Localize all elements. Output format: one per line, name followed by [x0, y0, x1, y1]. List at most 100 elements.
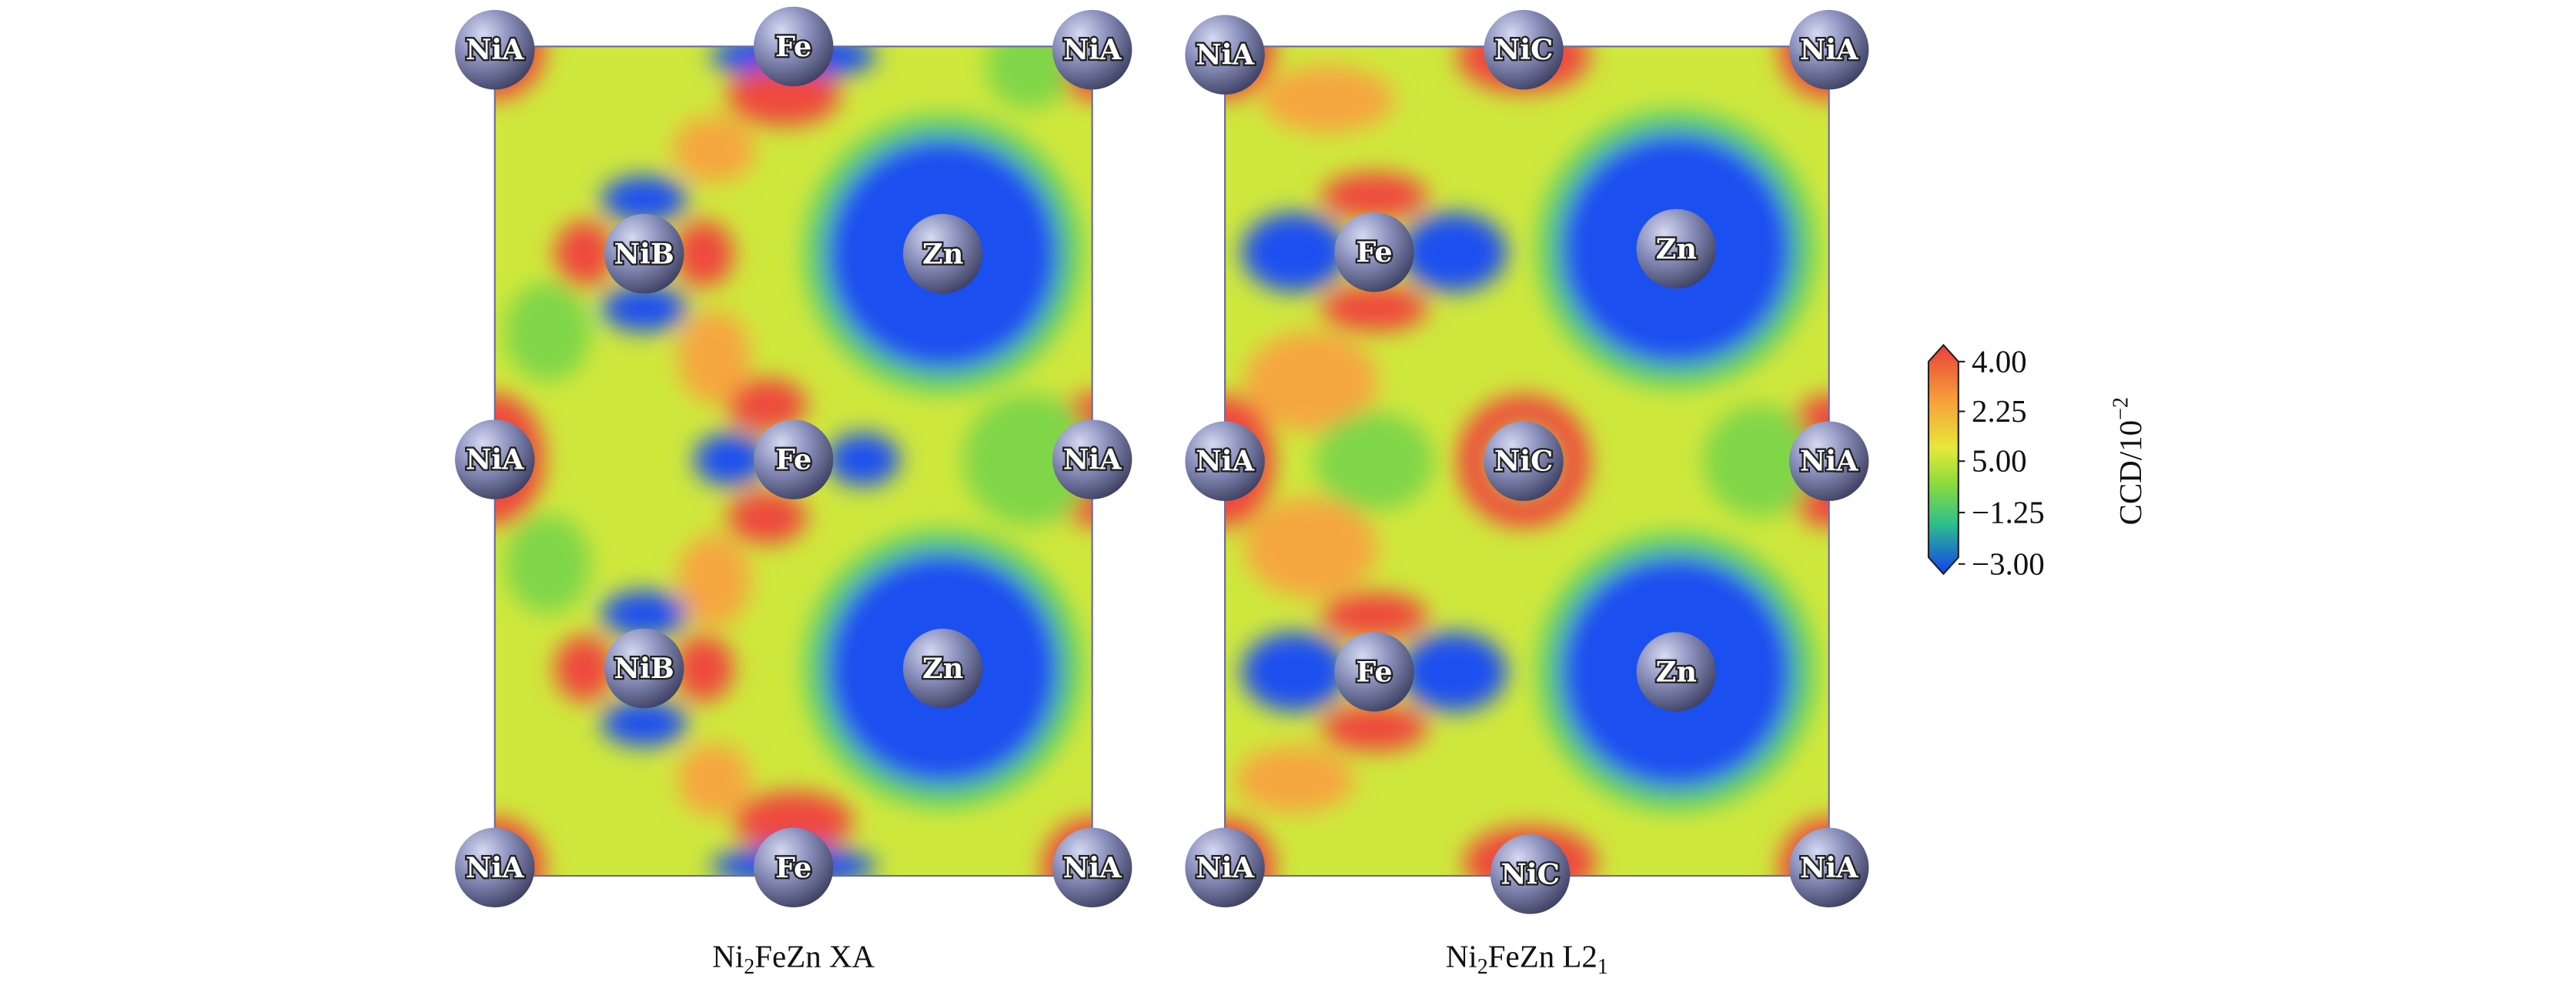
atom [753, 6, 834, 87]
captions: Ni2FeZn XA Ni2FeZn L21 [712, 940, 1608, 980]
atom-label: NiA [466, 33, 524, 66]
density-lobe [1321, 705, 1428, 752]
atom [1490, 834, 1571, 914]
atom [753, 827, 834, 908]
atom [902, 214, 983, 294]
atom [454, 9, 535, 90]
density-lobe [672, 115, 756, 183]
caption-text: FeZn L2 [1488, 940, 1597, 974]
atom-label: NiA [1063, 443, 1122, 476]
density-lobe [1244, 497, 1378, 597]
density-lobe [694, 433, 768, 486]
label-text: CCD/10 [2113, 420, 2148, 526]
superscript: −2 [2109, 397, 2133, 420]
atom-label: NiA [1196, 38, 1254, 72]
atom [604, 214, 684, 294]
atom [1334, 212, 1414, 292]
atom [1788, 827, 1869, 908]
atom-label: Zn [922, 237, 963, 270]
colorbar-tick-label: −3.00 [1972, 546, 2045, 581]
density-lobe [985, 46, 1072, 110]
density-lobe [1400, 632, 1507, 712]
atom-label: NiA [1063, 851, 1122, 884]
subscript: 1 [1597, 955, 1608, 979]
subscript: 2 [1477, 955, 1488, 979]
density-lobe [1244, 332, 1378, 432]
atom-label: NiA [1063, 33, 1122, 66]
density-lobe [504, 514, 591, 614]
density-lobe [727, 378, 807, 432]
panel-caption: Ni2FeZn L21 [1446, 940, 1608, 980]
atom [902, 628, 983, 709]
atom-label: NiC [1494, 445, 1554, 478]
density-lobe [674, 635, 734, 702]
density-lobe [677, 534, 751, 627]
density-lobe [1235, 746, 1355, 813]
atom [1185, 827, 1265, 908]
density-lobe [1314, 411, 1434, 511]
atom-label: NiC [1494, 33, 1554, 66]
density-lobe [1241, 212, 1348, 292]
density-lobe [1321, 285, 1428, 332]
density-lobe [554, 220, 614, 287]
atom [1052, 419, 1132, 499]
caption-text: Ni [712, 940, 744, 974]
density-lobe [1400, 212, 1507, 292]
atom [1334, 632, 1414, 712]
atom-label: NiA [1800, 33, 1858, 66]
atom-label: NiB [614, 652, 674, 685]
density-features [494, 46, 1092, 877]
atom-label: NiA [1196, 851, 1254, 884]
atom-label: NiC [1500, 857, 1560, 890]
atom-label: Fe [775, 851, 811, 884]
caption-text: Ni [1446, 940, 1477, 974]
density-lobe [727, 491, 807, 544]
atom [1636, 632, 1717, 712]
density-lobe [601, 590, 687, 637]
atom [1185, 15, 1265, 95]
density-map [494, 46, 1092, 877]
density-lobe [962, 392, 1092, 526]
density-lobe [674, 220, 734, 287]
atom-label: Fe [775, 30, 811, 63]
atom-label: Zn [1656, 232, 1697, 266]
maps [493, 45, 1830, 877]
colorbar-label: CCD/10−2 [2109, 397, 2148, 525]
atom [1788, 421, 1869, 501]
density-lobe [601, 175, 687, 222]
atom [1788, 9, 1869, 90]
panel-caption: Ni2FeZn XA [712, 940, 875, 980]
density-lobe [554, 635, 614, 702]
density-lobe [677, 743, 751, 817]
subscript: 2 [744, 955, 754, 979]
atom-label: Fe [1356, 235, 1392, 269]
atom [1052, 827, 1132, 908]
atom [604, 628, 684, 709]
density-lobe [1702, 404, 1816, 518]
atom [1052, 9, 1132, 90]
atom-label: NiA [466, 443, 524, 476]
atoms: NiA Fe NiA NiB Zn NiA Fe NiA NiB Zn NiA Fe NiA NiA NiC… [454, 6, 1869, 914]
density-lobe [1261, 66, 1394, 133]
atom-label: Zn [922, 652, 963, 685]
colorbar-tick-label: 2.25 [1972, 394, 2027, 429]
atom [454, 419, 535, 499]
atom-label: NiA [1800, 851, 1858, 884]
atom-label: Fe [775, 443, 811, 476]
atom [1185, 421, 1265, 501]
atom-label: NiA [1800, 445, 1858, 478]
density-lobe [826, 433, 900, 486]
density-lobe [734, 791, 854, 851]
atom [1484, 421, 1564, 501]
atom-label: NiA [1196, 445, 1254, 478]
colorbar: 4.00 2.25 5.00 −1.25 −3.00 CCD/10−2 [1927, 343, 2148, 581]
density-lobe [677, 310, 751, 403]
atom-label: Fe [1356, 655, 1392, 688]
density-lobe [504, 282, 591, 382]
colorbar-tick-label: −1.25 [1972, 496, 2045, 530]
atom-label: NiA [466, 851, 524, 884]
density-lobe [1321, 172, 1428, 219]
atom-label: NiB [614, 237, 674, 270]
density-lobe [1321, 592, 1428, 639]
